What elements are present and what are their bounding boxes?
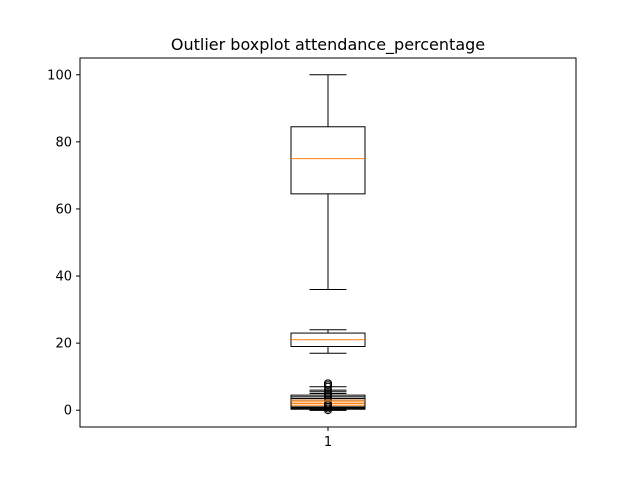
box-iqr (290, 126, 366, 195)
outlier-point (324, 379, 332, 388)
y-tick-label: 40 (55, 270, 72, 285)
box-group (290, 379, 366, 411)
box-group (290, 329, 366, 354)
box-group (290, 74, 366, 290)
x-axis: 1 (324, 427, 332, 450)
y-tick-label: 0 (64, 404, 72, 419)
y-tick-label: 20 (55, 337, 72, 352)
x-tick-label: 1 (324, 435, 332, 450)
outlier-point (324, 404, 332, 413)
chart-title: Outlier boxplot attendance_percentage (171, 35, 485, 55)
y-tick-label: 60 (55, 202, 72, 217)
outlier-point (324, 389, 332, 398)
box-marks (290, 74, 366, 415)
y-axis: 0 20 40 60 80 100 (47, 68, 80, 419)
y-tick-label: 80 (55, 135, 72, 150)
y-tick-label: 100 (47, 68, 72, 83)
